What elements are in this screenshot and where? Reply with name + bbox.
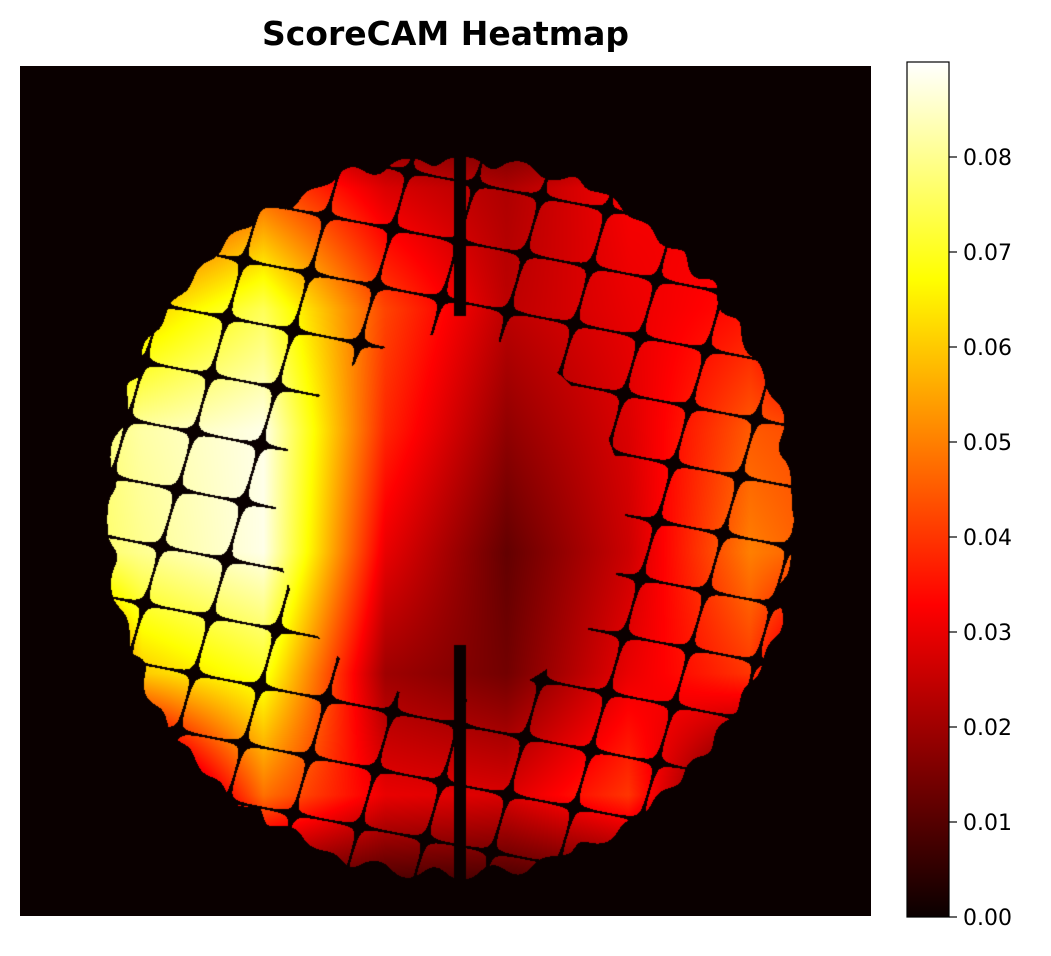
colorbar-ticks: 0.00 0.01 0.02 0.03 0.04 0.05 0.06 0.07 0.08 — [949, 146, 1012, 931]
heatmap-image — [20, 66, 871, 916]
colorbar-gradient — [906, 61, 950, 918]
colorbar-tick-label: 0.06 — [963, 336, 1012, 361]
colorbar-tick-label: 0.02 — [963, 716, 1012, 741]
chart-title: ScoreCAM Heatmap — [261, 14, 630, 53]
colorbar-tick-label: 0.07 — [963, 241, 1012, 266]
colorbar-tick-label: 0.03 — [963, 621, 1012, 646]
colorbar-tick-label: 0.05 — [963, 431, 1012, 456]
colorbar-tick-label: 0.00 — [963, 906, 1012, 931]
colorbar-tick-label: 0.08 — [963, 146, 1012, 171]
colorbar-tick-label: 0.01 — [963, 811, 1012, 836]
colorbar-tick-label: 0.04 — [963, 526, 1012, 551]
